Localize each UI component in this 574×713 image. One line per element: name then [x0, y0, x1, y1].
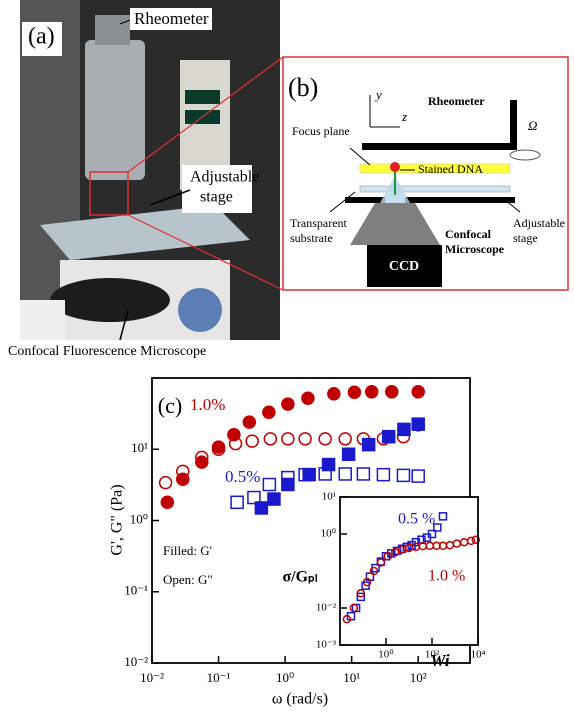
annotation: Filled: G' [163, 543, 212, 558]
y-tick-label: 10¹ [322, 491, 336, 503]
y-axis-label: σ/Gₚₗ [282, 569, 317, 586]
square-marker [343, 448, 355, 460]
circle-marker [263, 406, 275, 418]
label: Rheometer [428, 94, 485, 108]
annotation: 1.0% [190, 395, 225, 414]
y-tick-label: 10⁻¹ [124, 583, 148, 598]
label: Adjustable [513, 216, 565, 230]
panel-label: (c) [158, 393, 182, 418]
x-tick-label: 10⁰ [378, 649, 394, 661]
caption: Confocal Fluorescence Microscope [8, 344, 206, 359]
label: stage [513, 231, 538, 245]
circle-marker [282, 398, 294, 410]
square-marker [412, 418, 424, 430]
label: Rheometer [134, 9, 209, 28]
x-tick-label: 10² [410, 670, 427, 685]
circle-marker [243, 416, 255, 428]
circle-marker [348, 386, 360, 398]
annotation: 0.5 % [398, 511, 435, 528]
label: Transparent [290, 216, 348, 230]
y-axis-label: G', G" (Pa) [109, 484, 126, 555]
y-tick-label: 10⁰ [130, 511, 148, 526]
label: Microscope [445, 242, 505, 256]
annotation: Open: G" [163, 572, 213, 587]
panel-label: (b) [288, 73, 318, 102]
x-tick-label: 10⁻² [140, 670, 164, 685]
circle-marker [328, 388, 340, 400]
y-tick-label: 10⁻³ [316, 639, 337, 651]
y-tick-label: 10⁰ [321, 528, 337, 540]
label: Adjustable [190, 169, 259, 186]
y-tick-label: 10⁻² [124, 654, 148, 669]
circle-marker [302, 392, 314, 404]
label: Ω [528, 118, 537, 133]
square-marker [268, 493, 280, 505]
square-marker [363, 439, 375, 451]
square-marker [383, 431, 395, 443]
x-tick-label: 10⁰ [276, 670, 294, 685]
square-marker [323, 459, 335, 471]
x-tick-label: 10⁴ [471, 649, 486, 661]
circle-marker [161, 496, 173, 508]
panel-label: (a) [28, 24, 55, 50]
x-axis-label: ω (rad/s) [272, 691, 328, 708]
label: CCD [389, 259, 419, 274]
square-marker [282, 479, 294, 491]
label: Focus plane [292, 124, 350, 138]
annotation: 0.5% [225, 467, 260, 486]
figure: (a) Rheometer Adjustable stage Confocal … [0, 0, 574, 713]
axis-label: z [401, 109, 407, 124]
axis-label: y [374, 87, 382, 102]
label: Confocal [445, 227, 492, 241]
label: substrate [290, 231, 333, 245]
x-tick-label: 10¹ [343, 670, 360, 685]
y-tick-label: 10¹ [131, 440, 148, 455]
annotation: 1.0 % [428, 568, 465, 585]
circle-marker [386, 386, 398, 398]
y-tick-label: 10⁻² [316, 602, 337, 614]
square-marker [303, 469, 315, 481]
square-marker [398, 423, 410, 435]
x-tick-label: 10⁻¹ [207, 670, 231, 685]
x-axis-label: Wi [430, 651, 449, 670]
circle-marker [366, 386, 378, 398]
circle-marker [412, 386, 424, 398]
label: Stained DNA [418, 162, 483, 176]
label: stage [200, 189, 233, 206]
